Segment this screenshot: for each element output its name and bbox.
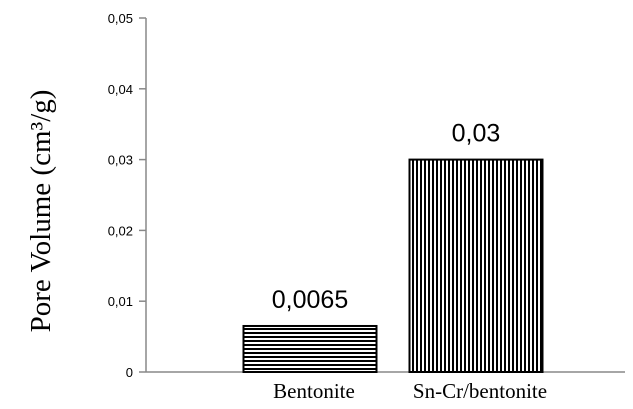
bar-sn-cr-bentonite [408, 158, 544, 373]
x-axis: Bentonite Sn-Cr/bentonite [146, 371, 625, 403]
y-tick-label: 0,01 [108, 294, 133, 309]
bar-value-label: 0,03 [452, 120, 501, 148]
bar-bentonite [242, 324, 378, 374]
y-tick-label: 0,03 [108, 153, 133, 168]
data-labels: 0,0065 0,03 [272, 120, 501, 314]
x-category-label: Sn-Cr/bentonite [413, 379, 547, 403]
y-tick-label: 0,05 [108, 11, 133, 26]
x-category-label: Bentonite [273, 379, 355, 403]
y-axis-title: Pore Volume (cm³/g) [25, 90, 57, 333]
y-tick-label: 0,02 [108, 223, 133, 238]
y-tick-label: 0 [126, 365, 133, 380]
y-axis: 0 0,01 0,02 0,03 0,04 0,05 [108, 11, 147, 380]
bars [242, 158, 544, 374]
y-tick-label: 0,04 [108, 82, 133, 97]
bar-value-label: 0,0065 [272, 286, 348, 314]
